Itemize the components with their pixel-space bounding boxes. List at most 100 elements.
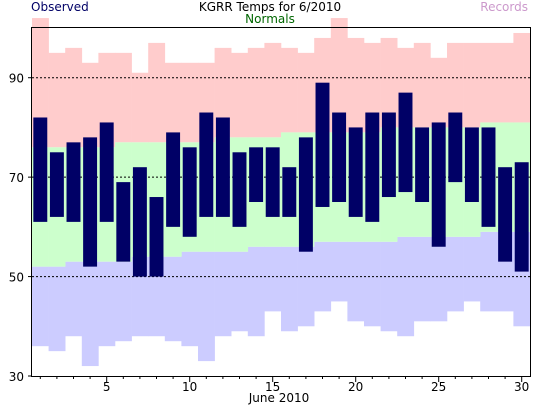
- record-low-bar-day-27: [463, 236, 481, 302]
- record-low-bar-day-13: [231, 251, 249, 332]
- record-low-bar-day-2: [48, 266, 66, 352]
- record-low-bar-day-20: [347, 241, 365, 322]
- record-low-bars: [32, 231, 531, 367]
- record-high-bar-day-6: [115, 52, 132, 143]
- observed-bars: [33, 82, 529, 277]
- record-low-bar-day-18: [314, 241, 332, 312]
- record-low-bar-day-11: [198, 251, 215, 362]
- record-low-bar-day-14: [247, 246, 265, 337]
- observed-bar-day-20: [348, 127, 363, 217]
- record-high-bar-day-13: [231, 52, 249, 138]
- observed-bar-day-19: [332, 112, 347, 202]
- legend-normals: Normals: [245, 12, 295, 26]
- observed-bar-day-11: [199, 112, 214, 217]
- record-high-bar-day-7: [131, 72, 149, 143]
- observed-bar-day-1: [33, 117, 48, 222]
- axes: 30 50 70 90 5 10 15 20 25 30: [9, 72, 530, 394]
- observed-bar-day-13: [232, 152, 247, 227]
- record-high-bar-day-3: [65, 47, 83, 148]
- y-tick-label-90: 90: [9, 72, 24, 86]
- record-low-bar-day-23: [397, 236, 415, 337]
- x-tick-label-25: 25: [431, 380, 446, 394]
- record-high-bar-day-20: [347, 37, 365, 133]
- record-low-bar-day-17: [297, 246, 315, 327]
- chart-title: KGRR Temps for 6/2010: [198, 0, 342, 14]
- legend-observed: Observed: [31, 0, 89, 14]
- record-high-bar-day-21: [364, 42, 381, 133]
- x-tick-label-5: 5: [103, 380, 111, 394]
- record-low-bar-day-25: [430, 236, 448, 322]
- record-low-bar-day-4: [81, 261, 99, 367]
- record-low-bar-day-24: [413, 236, 431, 322]
- observed-bar-day-25: [431, 122, 446, 247]
- x-tick-label-30: 30: [514, 380, 529, 394]
- record-high-bar-day-16: [281, 47, 298, 133]
- record-low-bar-day-12: [214, 251, 232, 337]
- observed-bar-day-17: [298, 137, 313, 252]
- record-low-bar-day-28: [480, 231, 498, 312]
- record-high-bar-day-15: [264, 42, 282, 138]
- record-high-bar-day-25: [430, 57, 448, 128]
- record-low-bar-day-21: [364, 241, 381, 327]
- observed-bar-day-22: [381, 112, 396, 198]
- record-low-bar-day-15: [264, 246, 282, 312]
- record-high-bar-day-19: [330, 18, 348, 133]
- observed-bar-day-18: [315, 82, 330, 207]
- record-high-bar-day-9: [164, 62, 182, 143]
- record-low-bar-day-6: [115, 261, 132, 342]
- record-high-bar-day-24: [413, 42, 431, 128]
- x-tick-label-15: 15: [265, 380, 280, 394]
- observed-bar-day-6: [116, 182, 131, 262]
- observed-bar-day-14: [249, 147, 264, 202]
- record-low-bar-day-26: [447, 236, 464, 312]
- observed-bar-day-9: [166, 132, 181, 227]
- legend-records: Records: [480, 0, 528, 14]
- observed-bar-day-8: [149, 197, 164, 277]
- record-low-bar-day-19: [330, 241, 348, 302]
- record-high-bar-day-8: [148, 42, 166, 143]
- x-tick-label-10: 10: [182, 380, 197, 394]
- observed-bar-day-4: [83, 137, 98, 267]
- record-high-bar-day-10: [181, 62, 199, 143]
- record-high-bar-day-28: [480, 42, 498, 123]
- y-tick-label-30: 30: [9, 370, 24, 384]
- observed-bar-day-5: [99, 122, 114, 222]
- observed-bar-day-21: [365, 112, 380, 222]
- x-tick-label-20: 20: [348, 380, 363, 394]
- observed-bar-day-7: [132, 167, 147, 277]
- record-low-bar-day-16: [281, 246, 298, 332]
- record-high-bar-day-17: [297, 52, 315, 133]
- observed-bar-day-30: [514, 162, 529, 272]
- observed-bar-day-12: [215, 117, 230, 217]
- y-tick-label-70: 70: [9, 171, 24, 185]
- record-high-bar-day-29: [496, 42, 514, 123]
- observed-bar-day-28: [481, 127, 496, 227]
- record-high-bar-day-2: [48, 52, 66, 148]
- observed-bar-day-3: [66, 142, 81, 222]
- observed-bar-day-2: [49, 152, 64, 217]
- record-low-bar-day-3: [65, 261, 83, 337]
- record-low-bar-day-9: [164, 256, 182, 342]
- y-tick-label-50: 50: [9, 271, 24, 285]
- record-high-bar-day-12: [214, 47, 232, 138]
- observed-bar-day-29: [498, 167, 513, 262]
- record-high-bar-day-26: [447, 42, 464, 128]
- record-high-bar-day-22: [380, 37, 398, 128]
- observed-bar-day-10: [182, 147, 197, 237]
- observed-bar-day-16: [282, 167, 297, 217]
- record-high-bar-day-14: [247, 47, 265, 138]
- gridlines: [32, 77, 530, 278]
- observed-bar-day-26: [448, 112, 463, 183]
- observed-bar-day-24: [415, 127, 430, 202]
- x-axis-label: June 2010: [248, 391, 310, 405]
- plot-area-frame: [31, 27, 531, 377]
- record-high-bar-day-4: [81, 62, 99, 148]
- record-low-bar-day-1: [32, 266, 49, 347]
- observed-bar-day-23: [398, 92, 413, 193]
- record-low-bar-day-22: [380, 241, 398, 332]
- observed-bar-day-15: [265, 147, 280, 217]
- record-high-bar-day-1: [32, 18, 49, 148]
- record-high-bar-day-27: [463, 42, 481, 128]
- record-low-bar-day-5: [98, 261, 116, 347]
